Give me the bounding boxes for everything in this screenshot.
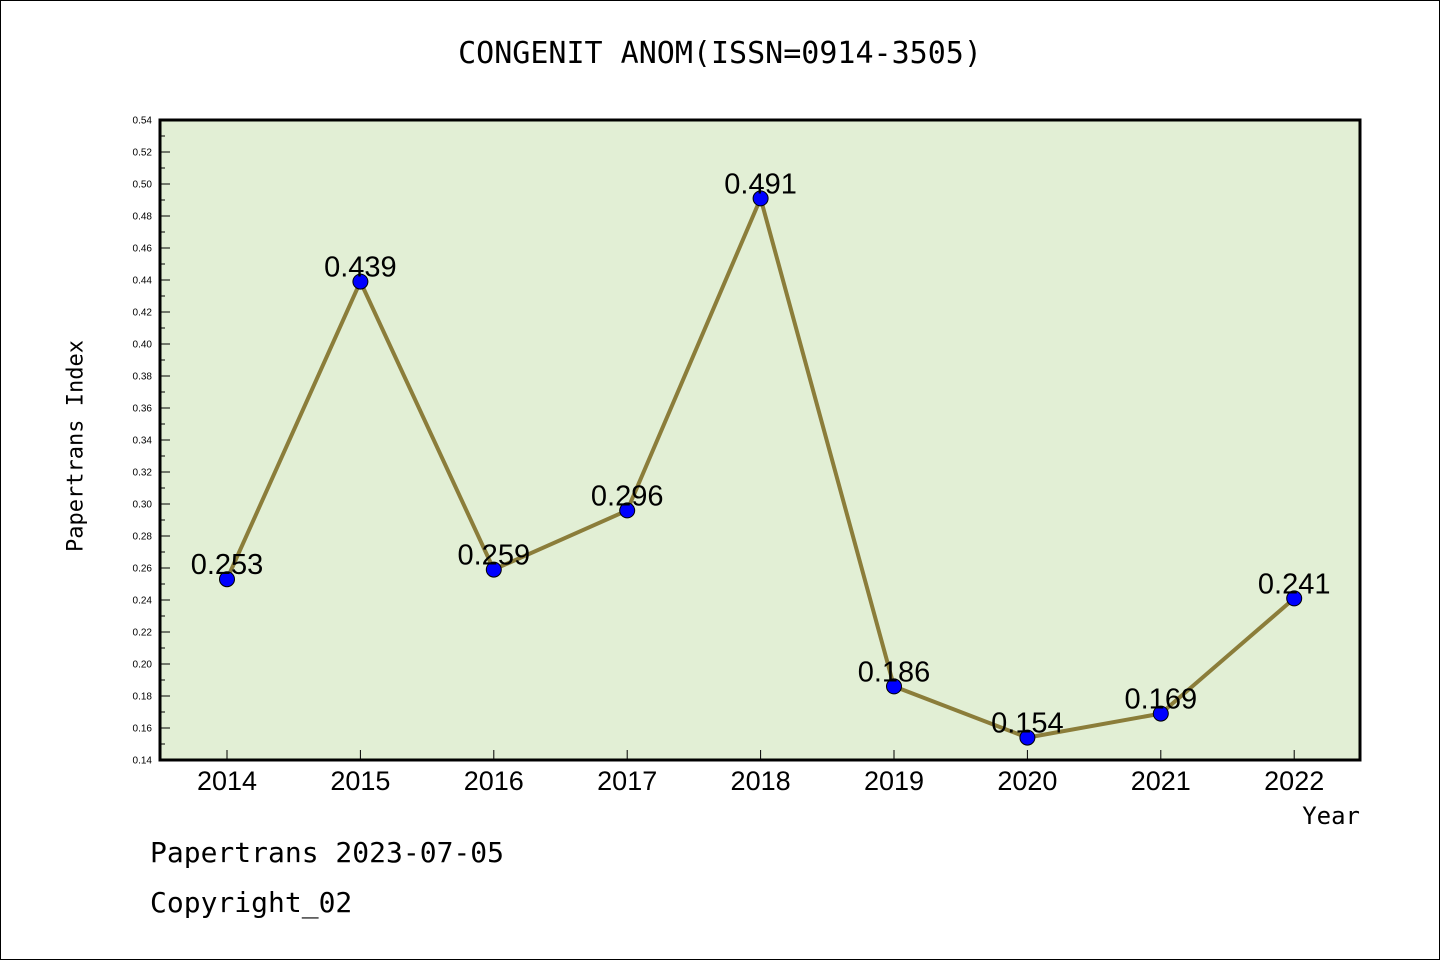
data-label: 0.491 — [724, 168, 797, 200]
data-point — [1286, 590, 1303, 607]
chart-title: CONGENIT ANOM(ISSN=0914-3505) — [458, 36, 982, 71]
data-label: 0.186 — [858, 656, 931, 688]
data-label: 0.241 — [1258, 568, 1331, 600]
data-point — [1152, 705, 1169, 722]
data-label: 0.253 — [191, 549, 264, 581]
plot-border — [158, 118, 1362, 762]
y-tick-label: 0.42 — [133, 308, 153, 319]
y-tick-label: 0.16 — [133, 724, 153, 735]
y-tick-label: 0.26 — [133, 564, 153, 575]
data-point — [352, 273, 369, 290]
data-label: 0.296 — [591, 480, 664, 512]
data-point — [485, 561, 502, 578]
data-label: 0.169 — [1125, 684, 1198, 716]
y-tick-label: 0.14 — [133, 756, 153, 767]
data-point — [619, 502, 636, 519]
x-axis-label: Year — [1302, 802, 1360, 830]
data-point — [886, 678, 902, 695]
y-tick-label: 0.44 — [133, 276, 153, 287]
y-tick-label: 0.46 — [133, 244, 153, 255]
y-tick-label: 0.38 — [133, 372, 153, 383]
x-tick-label: 2018 — [731, 766, 791, 796]
y-tick-label: 0.34 — [133, 436, 153, 447]
x-tick-label: 2021 — [1131, 766, 1191, 796]
x-tick-label: 2017 — [597, 766, 657, 796]
y-tick-label: 0.30 — [133, 500, 153, 511]
x-tick-label: 2014 — [197, 766, 257, 796]
y-tick-label: 0.28 — [133, 532, 153, 543]
y-tick-label: 0.52 — [133, 148, 153, 159]
y-tick-label: 0.24 — [133, 596, 153, 607]
x-tick-label: 2019 — [864, 766, 924, 796]
footer-date: Papertrans 2023-07-05 — [150, 836, 505, 869]
footer-copyright: Copyright_02 — [150, 886, 353, 919]
y-tick-label: 0.54 — [133, 116, 153, 127]
data-label: 0.439 — [324, 252, 397, 284]
data-label: 0.259 — [458, 540, 531, 572]
y-tick-label: 0.48 — [133, 212, 153, 223]
y-tick-label: 0.22 — [133, 628, 153, 639]
data-label: 0.154 — [991, 708, 1064, 740]
y-tick-label: 0.32 — [133, 468, 153, 479]
y-tick-label: 0.36 — [133, 404, 153, 415]
data-point — [219, 571, 235, 588]
x-tick-label: 2020 — [997, 766, 1057, 796]
x-tick-label: 2016 — [464, 766, 524, 796]
data-point — [752, 190, 769, 207]
y-tick-label: 0.20 — [133, 660, 153, 671]
data-point — [1019, 729, 1036, 746]
y-tick-label: 0.50 — [133, 180, 153, 191]
y-tick-label: 0.18 — [133, 692, 153, 703]
x-tick-label: 2022 — [1264, 766, 1324, 796]
x-tick-label: 2015 — [330, 766, 390, 796]
y-tick-label: 0.40 — [133, 340, 153, 351]
plot-area — [160, 120, 1360, 760]
